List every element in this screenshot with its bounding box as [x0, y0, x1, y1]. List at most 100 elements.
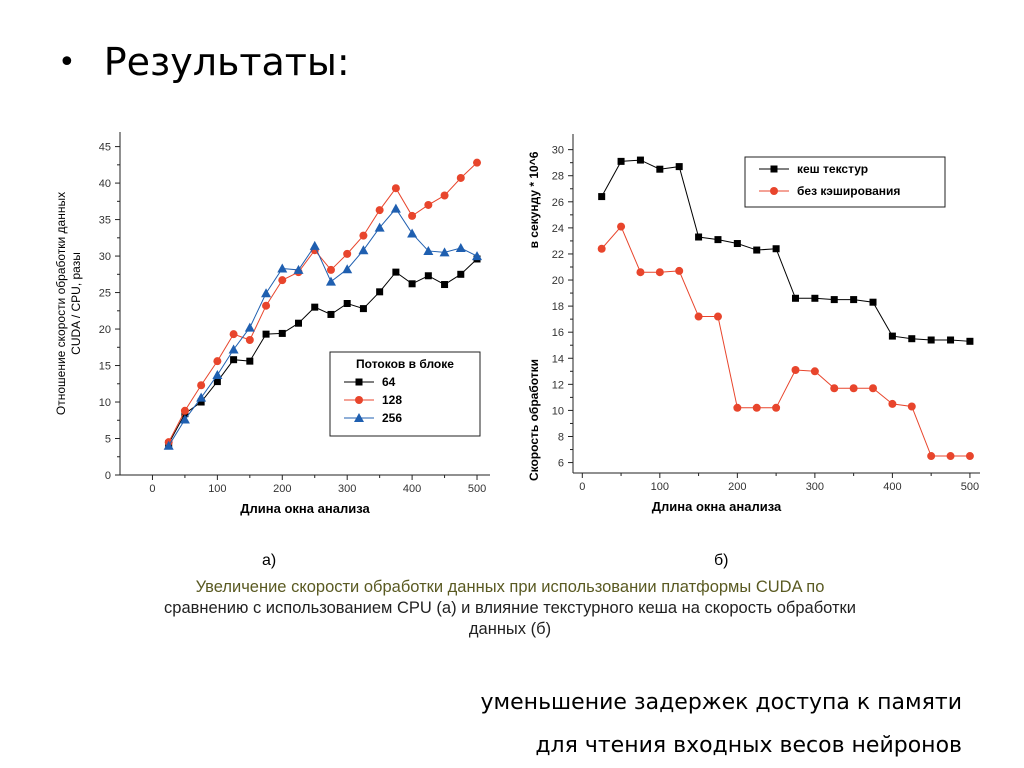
data-point	[230, 356, 238, 364]
legend: кеш текстур без кэширования	[744, 156, 946, 208]
data-point	[295, 319, 303, 327]
label-b: б)	[714, 552, 729, 569]
legend-marker	[355, 396, 363, 404]
data-point	[424, 272, 432, 280]
x-tick-label: 500	[961, 481, 979, 493]
data-point	[246, 357, 254, 365]
data-point	[869, 384, 878, 393]
y-tick-label: 20	[99, 324, 111, 336]
data-point	[359, 231, 368, 240]
data-point	[277, 263, 288, 273]
data-point	[772, 245, 780, 253]
data-point	[772, 403, 781, 412]
y-tick-label: 18	[552, 301, 564, 313]
data-point	[179, 414, 190, 424]
bullet-glyph: •	[58, 44, 76, 80]
y-tick-label: 30	[552, 145, 564, 157]
y-tick-label: 8	[558, 431, 564, 443]
x-tick-label: 400	[403, 483, 421, 495]
data-point	[752, 403, 761, 412]
data-point	[617, 222, 626, 231]
data-point	[392, 268, 400, 276]
data-point	[423, 245, 434, 255]
data-point	[473, 158, 482, 167]
data-point	[656, 165, 664, 173]
legend-marker	[770, 165, 778, 173]
y-tick-label: 6	[558, 458, 564, 470]
y-tick-label: 22	[552, 249, 564, 261]
footer-line-1: уменьшение задержек доступа к памяти	[480, 690, 962, 715]
data-point	[278, 329, 286, 337]
data-point	[733, 403, 742, 412]
title-text: Результаты:	[103, 40, 350, 84]
data-point	[374, 222, 385, 232]
y-tick-label: 25	[99, 288, 111, 300]
y-tick-label: 26	[552, 197, 564, 209]
data-point	[713, 312, 722, 321]
x-tick-label: 0	[579, 481, 585, 493]
data-point	[441, 281, 449, 289]
y-tick-label: 5	[105, 434, 111, 446]
data-point	[946, 452, 955, 461]
data-point	[636, 156, 644, 164]
series-кеш текстур	[598, 156, 974, 345]
data-point	[694, 312, 703, 321]
y-tick-label: 45	[99, 142, 111, 154]
y-tick-label: 12	[552, 379, 564, 391]
data-point	[245, 335, 254, 344]
legend-marker	[355, 378, 363, 386]
data-point	[908, 335, 916, 343]
data-point	[325, 276, 336, 286]
y-tick-label: 28	[552, 171, 564, 183]
data-point	[965, 452, 974, 461]
y-tick-label: 15	[99, 361, 111, 373]
y-axis-label: Отношение скорости обработки данных	[54, 192, 68, 415]
data-point	[753, 246, 761, 254]
data-point	[213, 378, 221, 386]
data-point	[343, 300, 351, 307]
label-a: а)	[262, 552, 277, 569]
data-point	[675, 163, 683, 171]
data-point	[927, 452, 936, 461]
data-point	[849, 384, 858, 393]
data-point	[830, 384, 839, 393]
data-point	[455, 243, 466, 253]
data-point	[695, 233, 703, 241]
y-tick-label: 35	[99, 215, 111, 227]
data-point	[810, 367, 819, 376]
legend-box	[744, 156, 946, 208]
data-point	[261, 288, 272, 298]
figure-caption: Увеличение скорости обработки данных при…	[80, 577, 940, 640]
data-point	[408, 211, 417, 220]
y-axis-label: в секунду * 10^6	[527, 151, 541, 248]
data-point	[617, 157, 625, 165]
data-point	[309, 240, 320, 250]
legend-title: Потоков в блоке	[356, 357, 454, 371]
legend-label: 128	[382, 393, 402, 407]
x-tick-label: 300	[338, 483, 356, 495]
x-tick-label: 0	[149, 483, 155, 495]
data-point	[262, 330, 270, 338]
data-point	[869, 298, 877, 306]
data-point	[947, 336, 955, 344]
data-point	[278, 276, 287, 285]
data-point	[180, 406, 189, 415]
legend: Потоков в блоке 64 128 256	[329, 351, 481, 437]
y-tick-label: 30	[99, 251, 111, 263]
data-point	[811, 294, 819, 302]
data-point	[311, 303, 319, 311]
data-point	[196, 392, 207, 402]
data-point	[888, 399, 897, 408]
data-point	[714, 236, 722, 244]
y-tick-label: 16	[552, 327, 564, 339]
data-point	[326, 265, 335, 274]
data-point	[439, 247, 450, 257]
data-point	[244, 322, 255, 332]
data-point	[293, 264, 304, 274]
footer-line-2: для чтения входных весов нейронов	[535, 733, 962, 758]
caption-line-1: Увеличение скорости обработки данных при…	[195, 578, 825, 596]
data-point	[907, 402, 916, 411]
legend-label: кеш текстур	[797, 162, 868, 176]
data-point	[791, 365, 800, 374]
data-point	[966, 337, 974, 345]
